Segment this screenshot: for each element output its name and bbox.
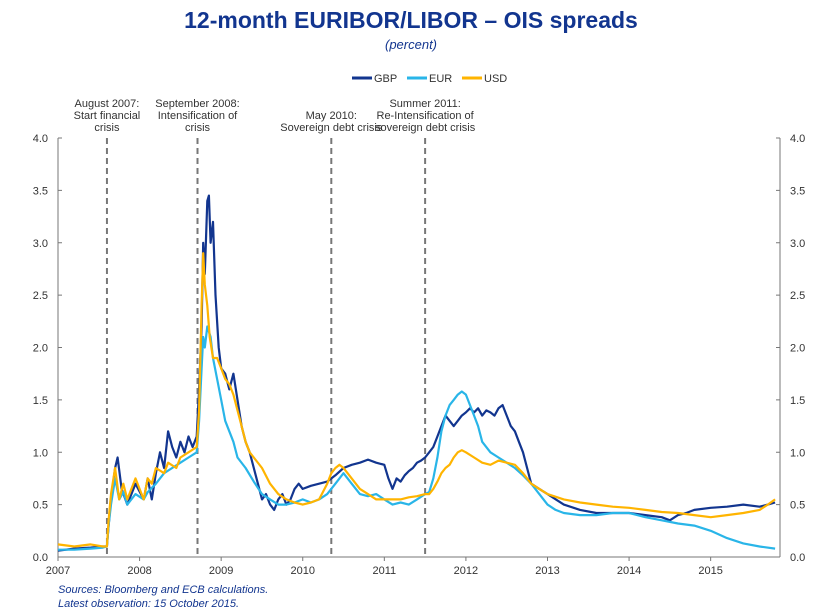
y-tick-label-right: 1.5 [790, 395, 805, 407]
event-label: crisis [185, 122, 211, 134]
event-label: Re-Intensification of [377, 110, 475, 122]
y-tick-label-left: 3.0 [33, 238, 48, 250]
x-tick-label: 2014 [617, 565, 641, 577]
event-label: August 2007: [75, 98, 140, 110]
event-lines: August 2007:Start financialcrisisSeptemb… [74, 98, 476, 557]
series-line-eur [58, 325, 776, 551]
legend-label-gbp: GBP [374, 73, 397, 85]
chart-subtitle: (percent) [384, 37, 438, 52]
chart-legend: GBP EUR USD [352, 73, 507, 85]
event-label: Summer 2011: [389, 98, 460, 110]
y-tick-label-right: 0.5 [790, 500, 805, 512]
event-label: Intensification of [158, 110, 238, 122]
event-label: May 2010: [306, 110, 357, 122]
y-tick-label-left: 2.0 [33, 343, 48, 355]
x-tick-label: 2010 [291, 565, 315, 577]
y-tick-label-left: 3.5 [33, 185, 48, 197]
y-tick-label-right: 3.5 [790, 185, 805, 197]
plot-axes: 0.0 0.5 1.0 1.5 2.0 2.5 3.0 3.5 4.0 0.0 0.5 1.0 1.5 2… [33, 133, 806, 577]
source-note: Sources: Bloomberg and ECB calculations. [58, 584, 269, 596]
x-tick-label: 2007 [46, 565, 70, 577]
chart-title: 12-month EURIBOR/LIBOR – OIS spreads [184, 7, 638, 33]
y-tick-label-right: 4.0 [790, 133, 805, 145]
y-tick-label-left: 4.0 [33, 133, 48, 145]
event-label: sovereign debt crisis [375, 122, 476, 134]
latest-observation-note: Latest observation: 15 October 2015. [58, 598, 240, 610]
y-tick-label-right: 0.0 [790, 552, 805, 564]
series-line-gbp [57, 194, 776, 552]
x-tick-label: 2009 [209, 565, 233, 577]
y-tick-label-right: 1.0 [790, 447, 805, 459]
event-label: Sovereign debt crisis [280, 122, 383, 134]
event-label: Start financial [74, 110, 141, 122]
legend-label-usd: USD [484, 73, 507, 85]
series-line-usd [57, 252, 776, 548]
y-tick-label-right: 2.0 [790, 343, 805, 355]
y-tick-label-left: 1.5 [33, 395, 48, 407]
event-label: crisis [94, 122, 120, 134]
y-tick-label-left: 0.0 [33, 552, 48, 564]
y-tick-label-left: 0.5 [33, 500, 48, 512]
x-tick-label: 2008 [127, 565, 151, 577]
legend-label-eur: EUR [429, 73, 452, 85]
x-tick-label: 2012 [454, 565, 478, 577]
x-tick-label: 2015 [698, 565, 722, 577]
series-lines [57, 194, 776, 552]
y-tick-label-left: 2.5 [33, 290, 48, 302]
x-tick-label: 2011 [372, 565, 396, 577]
x-tick-label: 2013 [535, 565, 559, 577]
y-tick-label-right: 3.0 [790, 238, 805, 250]
y-tick-label-left: 1.0 [33, 447, 48, 459]
y-tick-label-right: 2.5 [790, 290, 805, 302]
event-label: September 2008: [155, 98, 239, 110]
